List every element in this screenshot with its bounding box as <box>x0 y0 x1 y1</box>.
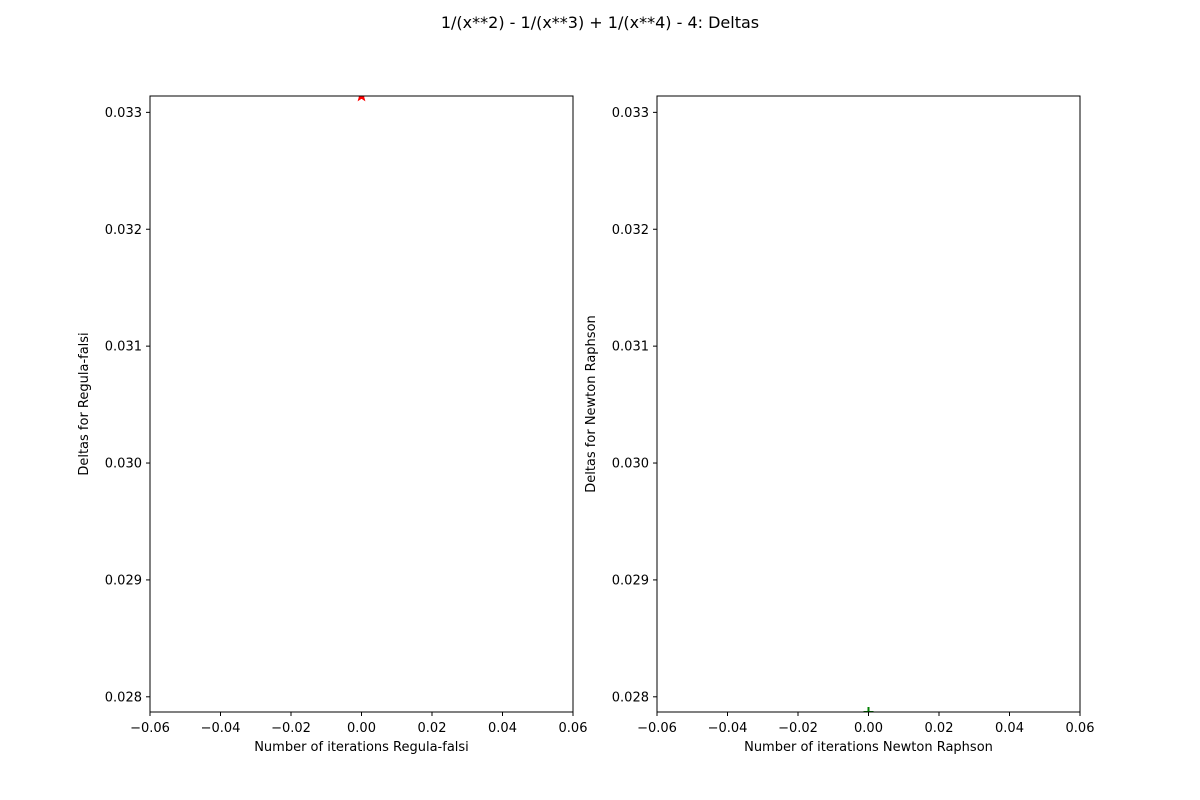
y-tick-label: 0.030 <box>105 457 142 472</box>
data-point-star <box>357 96 366 102</box>
y-tick-label: 0.033 <box>612 106 649 121</box>
y-tick-label: 0.031 <box>612 340 649 355</box>
x-tick-label: 0.00 <box>347 721 376 736</box>
x-axis-label: Number of iterations Regula-falsi <box>254 740 469 755</box>
x-tick-label: 0.00 <box>854 721 883 736</box>
y-axis-label: Deltas for Regula-falsi <box>77 332 92 475</box>
axes-layer: −0.06 −0.04 −0.02 0.00 0.02 0.04 0.06 0.028 0.02… <box>77 95 1095 755</box>
y-tick-label: 0.032 <box>105 223 142 238</box>
x-tick-label: 0.02 <box>925 721 954 736</box>
x-tick-label: −0.04 <box>708 721 748 736</box>
y-tick-label: 0.029 <box>612 573 649 588</box>
x-tick-label: 0.02 <box>418 721 447 736</box>
y-axis-label: Deltas for Newton Raphson <box>584 315 599 493</box>
data-markers <box>863 707 874 712</box>
y-tick-label: 0.031 <box>105 340 142 355</box>
x-tick-label: −0.06 <box>637 721 677 736</box>
x-tick-label: −0.02 <box>778 721 818 736</box>
y-tick-label: 0.033 <box>105 106 142 121</box>
y-tick-label: 0.030 <box>612 457 649 472</box>
x-tick-label: 0.04 <box>488 721 517 736</box>
y-tick-label: 0.032 <box>612 223 649 238</box>
data-markers <box>357 96 366 102</box>
x-tick-label: 0.04 <box>995 721 1024 736</box>
x-tick-label: 0.06 <box>1066 721 1095 736</box>
axes-newton-raphson: −0.06 −0.04 −0.02 0.00 0.02 0.04 0.06 0.028 0.02… <box>584 95 1095 755</box>
x-tick-label: 0.06 <box>559 721 588 736</box>
x-tick-label: −0.04 <box>201 721 241 736</box>
y-tick-label: 0.028 <box>105 690 142 705</box>
axes-frame <box>656 95 1081 713</box>
x-axis-label: Number of iterations Newton Raphson <box>744 740 993 755</box>
x-tick-label: −0.02 <box>271 721 311 736</box>
axes-regula-falsi: −0.06 −0.04 −0.02 0.00 0.02 0.04 0.06 0.028 0.02… <box>77 95 588 755</box>
x-tick-label: −0.06 <box>130 721 170 736</box>
y-tick-label: 0.028 <box>612 690 649 705</box>
axes-frame <box>149 95 574 713</box>
y-tick-label: 0.029 <box>105 573 142 588</box>
figure-suptitle: 1/(x**2) - 1/(x**3) + 1/(x**4) - 4: Delt… <box>441 13 759 32</box>
